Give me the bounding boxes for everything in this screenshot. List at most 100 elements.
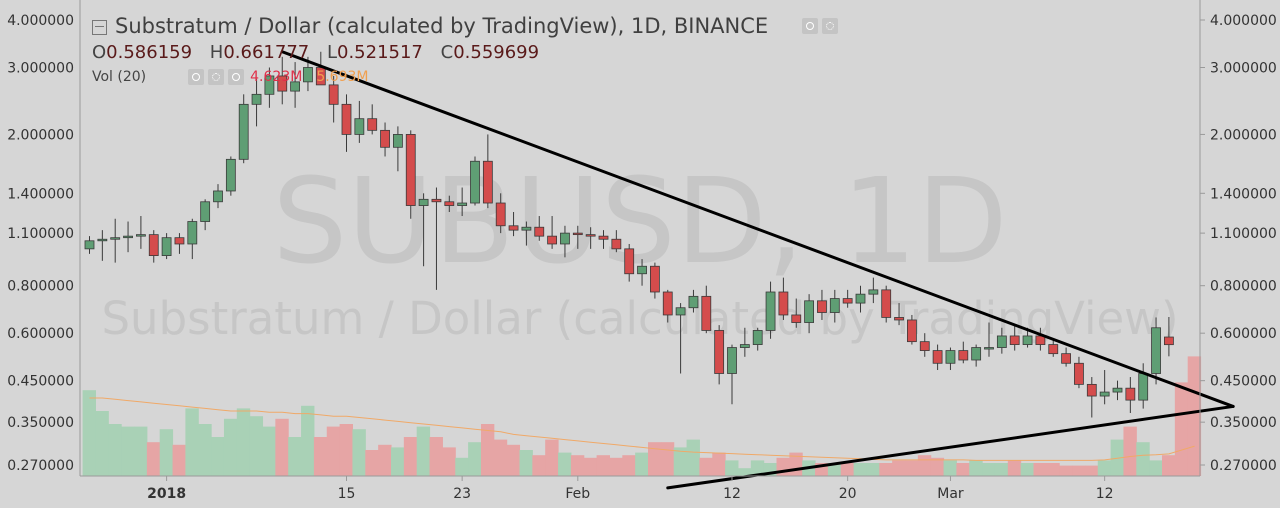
volume-bar — [635, 452, 649, 476]
candle-body — [1009, 335, 1020, 345]
candle — [868, 277, 879, 304]
candle-body — [1151, 327, 1161, 374]
candle — [418, 193, 429, 267]
candle — [675, 303, 686, 374]
candle-body — [971, 347, 982, 361]
candle — [354, 100, 365, 143]
collapse-icon[interactable] — [92, 19, 107, 35]
volume-bar — [660, 442, 675, 476]
candle — [714, 325, 725, 385]
candle — [457, 187, 468, 217]
volume-bar — [249, 416, 264, 476]
eye-icon[interactable] — [802, 18, 819, 34]
volume-close-icon[interactable] — [228, 69, 245, 85]
candle-body — [444, 201, 455, 206]
candle-body — [611, 238, 622, 250]
candle-body — [932, 350, 943, 364]
candle-body — [521, 226, 532, 231]
chart-header: Substratum / Dollar (calculated by Tradi… — [92, 14, 839, 85]
volume-bar — [725, 460, 739, 476]
candle-body — [200, 201, 211, 222]
low-label: L — [326, 42, 337, 63]
y-tick-label-left: 1.400000 — [7, 186, 74, 202]
candle-body — [560, 232, 570, 245]
x-tick-label: 2018 — [147, 486, 186, 502]
candle — [444, 195, 455, 213]
x-tick-label: Mar — [937, 486, 964, 502]
close-value: 0.559699 — [453, 42, 540, 63]
candle — [1048, 338, 1059, 357]
volume-bar — [1187, 356, 1202, 476]
candle — [251, 78, 262, 127]
candle-body — [457, 202, 468, 206]
y-tick-label-left: 0.270000 — [7, 458, 74, 474]
candle — [84, 236, 95, 254]
volume-bar — [609, 457, 623, 476]
candle-body — [791, 314, 802, 323]
candle-body — [855, 293, 866, 304]
y-tick-label-right: 0.270000 — [1210, 458, 1277, 474]
volume-bar — [378, 444, 392, 476]
volume-bar — [198, 424, 212, 476]
volume-bar — [686, 439, 700, 476]
volume-settings-icon[interactable] — [208, 69, 225, 85]
candle-body — [470, 160, 480, 204]
candle-body — [894, 317, 904, 321]
candle-body — [482, 160, 493, 204]
candle — [765, 281, 776, 339]
y-tick-label-left: 3.000000 — [7, 60, 74, 76]
candle — [662, 289, 673, 323]
volume-bar — [326, 426, 341, 476]
volume-bar — [1149, 460, 1163, 476]
volume-bar — [391, 447, 405, 476]
volume-bar — [288, 437, 302, 476]
candle — [174, 233, 185, 254]
volume-bar — [1084, 465, 1099, 476]
candle — [431, 187, 442, 290]
candle — [688, 289, 699, 313]
volume-bar — [1174, 382, 1189, 476]
candle — [984, 322, 994, 357]
trendline — [280, 50, 1235, 408]
volume-bar — [622, 455, 636, 476]
candle — [855, 285, 866, 313]
candle-body — [148, 234, 159, 256]
volume-bar — [480, 424, 495, 476]
candle-body — [1048, 344, 1059, 355]
volume-bar — [1020, 463, 1035, 476]
volume-bar — [673, 447, 688, 476]
volume-bar — [879, 463, 893, 476]
candle — [778, 277, 789, 320]
candle-body — [752, 330, 763, 345]
volume-bar — [699, 457, 713, 476]
volume-bar — [365, 450, 379, 476]
candle-body — [907, 319, 917, 343]
candle — [971, 344, 982, 367]
volume-bar — [1059, 465, 1073, 476]
candle — [945, 347, 956, 371]
candle — [521, 221, 532, 246]
candle — [637, 259, 647, 286]
candle — [470, 156, 480, 206]
y-tick-label-right: 0.600000 — [1210, 326, 1277, 342]
candle — [495, 193, 506, 234]
candle-body — [1022, 335, 1033, 345]
y-tick-label-left: 1.100000 — [7, 226, 74, 242]
candle-body — [637, 265, 647, 275]
candle-body — [328, 84, 339, 105]
y-tick-label-left: 0.600000 — [7, 326, 74, 342]
candle — [881, 285, 892, 323]
volume-bar — [146, 442, 161, 476]
volume-bar — [648, 442, 662, 476]
candle-body — [213, 190, 223, 203]
volume-eye-icon[interactable] — [188, 69, 205, 85]
candle — [752, 327, 763, 351]
settings-icon[interactable] — [822, 18, 839, 34]
candle — [534, 216, 545, 241]
candle — [392, 126, 403, 172]
volume-bar — [583, 457, 598, 476]
volume-bar — [442, 447, 456, 476]
volume-bar — [596, 455, 610, 476]
